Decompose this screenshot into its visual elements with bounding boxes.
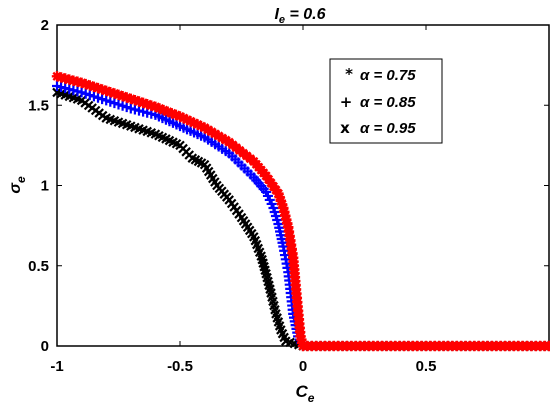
chart-title: Ie = 0.6: [274, 6, 325, 26]
data-point: [275, 195, 287, 206]
data-point: [174, 111, 186, 122]
data-point: [80, 78, 91, 90]
data-point: [92, 82, 104, 94]
legend-box: [329, 58, 443, 144]
x-tick-label: -0.5: [167, 358, 193, 375]
data-point: [137, 97, 149, 109]
y-tick-label: 2: [41, 17, 49, 34]
data-point: [192, 119, 203, 130]
plot-area: [56, 24, 550, 347]
data-point: [170, 109, 182, 121]
data-point: [276, 199, 288, 210]
x-tick-label: -1: [50, 358, 63, 375]
data-point: [185, 116, 196, 127]
chart-title-rest: = 0.6: [285, 6, 326, 23]
legend-symbol-3: x: [340, 119, 350, 137]
data-point: [84, 80, 95, 91]
data-point: [76, 77, 87, 88]
y-tick-label: 1.5: [28, 97, 49, 114]
data-point: [274, 191, 285, 203]
data-point: [125, 93, 136, 105]
y-axis-label-sub: e: [14, 176, 28, 183]
y-axis-label-main: σ: [7, 182, 24, 194]
data-point: [105, 86, 116, 98]
x-axis-label-sub: e: [308, 391, 315, 405]
data-point: [195, 120, 207, 132]
data-point: [273, 188, 284, 199]
legend-symbol-2: +: [340, 93, 353, 111]
chart-title-main: I: [274, 6, 279, 23]
data-point: [117, 90, 128, 102]
data-point: [543, 340, 550, 352]
data-point: [121, 92, 132, 103]
data-point: [181, 114, 193, 125]
data-point: [129, 94, 141, 106]
y-axis-label: σe: [7, 176, 28, 194]
data-point: [101, 85, 112, 97]
legend-label-2: α = 0.85: [360, 94, 416, 111]
data-point: [142, 98, 153, 110]
x-axis-label: Ce: [296, 382, 315, 405]
legend-symbol-1: *: [345, 65, 353, 83]
data-point: [113, 89, 124, 101]
legend-label-3: α = 0.95: [360, 120, 416, 137]
y-tick-label: 1: [41, 178, 49, 195]
x-tick-label: 0.5: [416, 358, 437, 375]
y-tick-label: 0: [41, 338, 49, 355]
data-point: [166, 108, 177, 119]
data-point: [109, 88, 120, 99]
data-point: [88, 81, 100, 92]
data-point: [158, 104, 169, 116]
data-point: [150, 101, 161, 113]
chart-title-sub: e: [279, 14, 285, 26]
legend: * α = 0.75 + α = 0.85 x α = 0.95: [329, 58, 443, 144]
data-point: [178, 112, 189, 124]
data-point: [133, 96, 145, 107]
axis-ticks: -1 -0.5 0 0.5 0 0.5 1 1.5 2: [28, 17, 549, 375]
data-point: [146, 100, 157, 111]
legend-label-1: α = 0.75: [360, 67, 416, 84]
series-*: [51, 71, 550, 352]
series-layer: [51, 71, 550, 352]
x-tick-label: 0: [299, 358, 307, 375]
x-axis-label-main: C: [296, 382, 309, 401]
y-tick-label: 0.5: [28, 258, 49, 275]
data-point: [188, 117, 200, 129]
data-point: [96, 84, 108, 95]
data-point: [162, 106, 173, 117]
data-point: [154, 103, 165, 114]
